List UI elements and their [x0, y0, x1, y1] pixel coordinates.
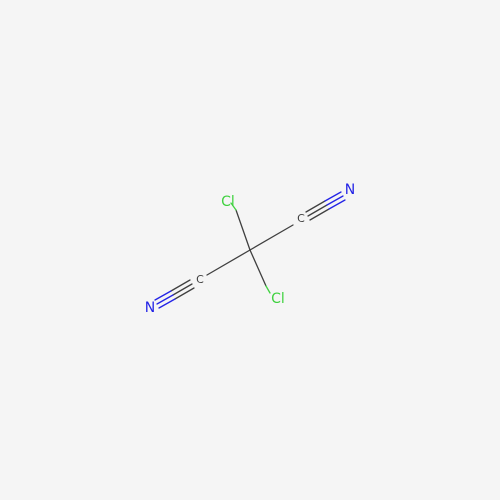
atom-labels: Cl Cl C N C N [145, 182, 355, 316]
atom-c-nitrile-upper: C [297, 212, 305, 225]
atom-cl-top: Cl [221, 194, 235, 210]
bond-c-c-lower [206, 249, 251, 276]
atom-c-nitrile-lower: C [196, 273, 204, 286]
bond-c-cl-top-green [230, 202, 237, 211]
bond-c-cl-top [235, 209, 251, 251]
atom-n-lower: N [145, 300, 155, 316]
triple-bond-lower [154, 279, 195, 309]
atom-n-upper: N [345, 182, 355, 198]
triple-bond-upper [305, 191, 346, 221]
bond-c-cl-bottom [249, 249, 267, 287]
bond-c-cl-bottom-green [265, 285, 271, 294]
atom-cl-bottom: Cl [271, 291, 285, 307]
bonds [154, 191, 346, 309]
bond-c-c-upper [249, 224, 294, 251]
